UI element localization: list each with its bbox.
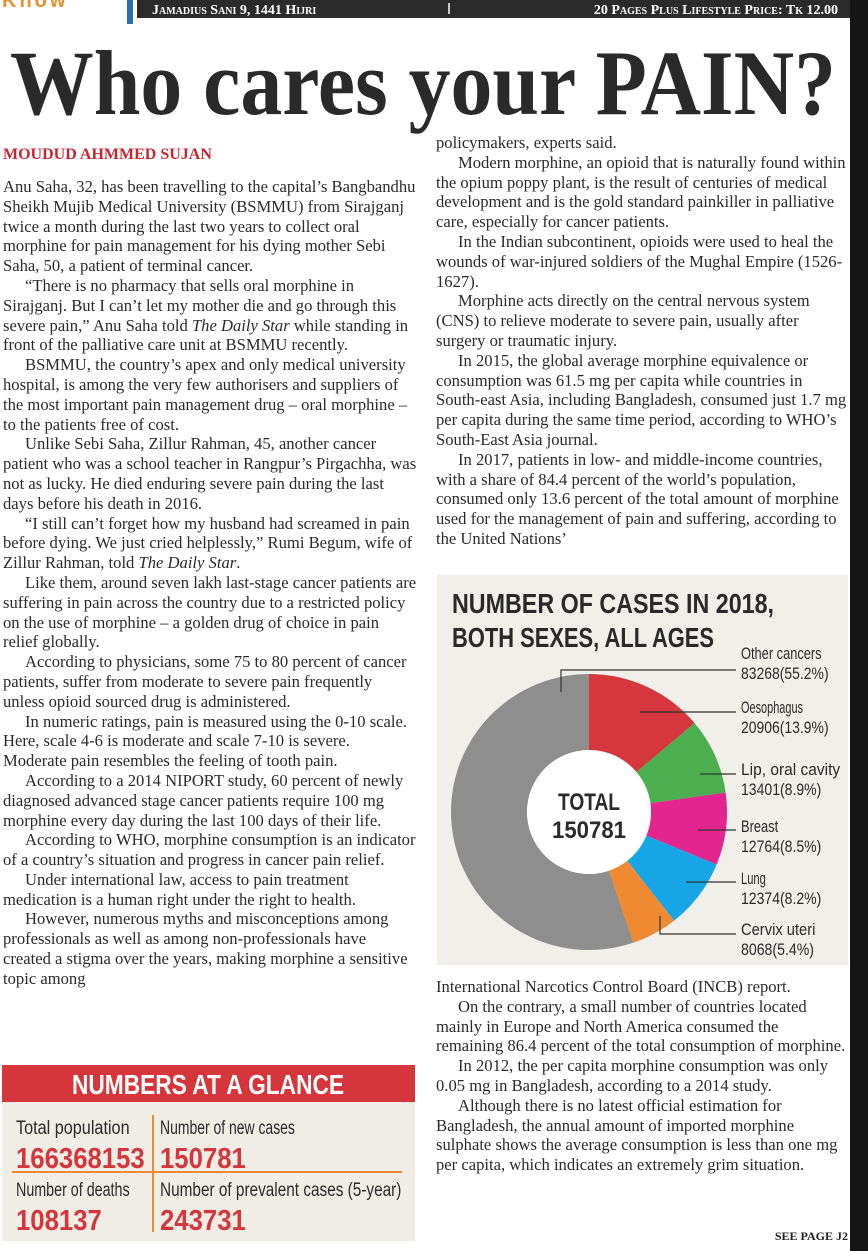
glance-value: 150781 (160, 1143, 246, 1175)
left-column: Anu Saha, 32, has been travelling to the… (3, 177, 417, 989)
text-run: “I still can’t forget how my husband had… (3, 513, 413, 573)
glance-value: 243731 (160, 1205, 246, 1237)
glance-label: Number of new cases (160, 1118, 295, 1139)
value-label: 13401(8.9%) (741, 780, 821, 799)
glance-label: Number of prevalent cases (5-year) (160, 1180, 401, 1201)
edge-strip (850, 0, 868, 1251)
donut-segment (608, 860, 675, 943)
right-column-bottom: International Narcotics Control Board (I… (436, 977, 848, 1175)
legend-label: Cervix uteri (741, 920, 815, 939)
value-label: 20906(13.9%) (741, 718, 829, 737)
glance-box: NUMBERS AT A GLANCE Total population 16636… (16, 1069, 401, 1237)
headline: Who cares your PAIN? (10, 32, 836, 134)
glance-header (2, 1065, 415, 1102)
paragraph: In the Indian subcontinent, opioids were… (436, 231, 843, 291)
paragraph: On the contrary, a small number of count… (436, 996, 846, 1056)
paragraph: According to WHO, morphine consumption i… (3, 830, 416, 870)
donut-segment (636, 723, 726, 804)
value-label: 12374(8.2%) (741, 889, 821, 908)
leader-line (560, 669, 736, 692)
byline: MOUDUD AHMMED SUJAN (3, 146, 212, 163)
legend-label: Oesophagus (741, 698, 803, 717)
donut-segment (646, 792, 727, 865)
legend-label: Breast (741, 817, 778, 836)
value-label: 12764(8.5%) (741, 837, 821, 856)
masthead-bar (137, 0, 850, 18)
center-total: 150781 (552, 817, 626, 844)
italic-run: The Daily Star (191, 315, 290, 335)
paragraph: policymakers, experts said. (436, 133, 617, 152)
glance-value: 166368153 (16, 1143, 145, 1175)
glance-label: Number of deaths (16, 1180, 130, 1201)
see-page: SEE PAGE J2 (775, 1229, 848, 1243)
glance-value: 108137 (16, 1205, 102, 1237)
legend-label: Lip, oral cavity (741, 760, 841, 779)
paragraph: In numeric ratings, pain is measured usi… (3, 711, 408, 771)
glance-title: NUMBERS AT A GLANCE (72, 1069, 344, 1100)
donut-chart: NUMBER OF CASES IN 2018,BOTH SEXES, ALL … (451, 588, 841, 959)
italic-run: The Daily Star (138, 553, 237, 573)
paragraph: Although there is no latest official est… (436, 1095, 838, 1175)
text-run: “There is no pharmacy that sells oral mo… (3, 275, 397, 335)
legend-label: Other cancers (741, 644, 822, 663)
paragraph: “I still can’t forget how my husband had… (3, 514, 417, 573)
paragraph: However, numerous myths and misconceptio… (3, 909, 408, 988)
text-run: . (236, 553, 241, 573)
value-label: 83268(55.2%) (741, 664, 829, 683)
paragraph: In 2015, the global average morphine equ… (436, 350, 847, 449)
paragraph: International Narcotics Control Board (I… (436, 977, 791, 996)
masthead-accent (127, 0, 133, 24)
paragraph: Modern morphine, an opioid that is natur… (436, 152, 846, 232)
paragraph: According to physicians, some 75 to 80 p… (3, 652, 407, 711)
glance-label: Total population (16, 1118, 130, 1139)
right-column-top: policymakers, experts said. Modern morphi… (436, 133, 850, 549)
paragraph: According to a 2014 NIPORT study, 60 per… (3, 770, 404, 830)
paragraph: Like them, around seven lakh last-stage … (3, 572, 417, 652)
section-name: Know (2, 0, 68, 12)
legend-label: Lung (741, 869, 766, 888)
paragraph: Anu Saha, 32, has been travelling to the… (3, 177, 416, 276)
paragraph: Morphine acts directly on the central ne… (436, 291, 810, 350)
chart-title: BOTH SEXES, ALL AGES (452, 622, 714, 653)
paragraph: In 2017, patients in low- and middle-inc… (436, 449, 839, 548)
center-label: TOTAL (558, 789, 620, 816)
paragraph: Under international law, access to pain … (3, 869, 356, 909)
paragraph: BSMMU, the country’s apex and only medic… (3, 355, 408, 434)
donut-segment (589, 674, 695, 773)
paragraph: “There is no pharmacy that sells oral mo… (3, 276, 417, 355)
masthead-price: 20 Pages Plus Lifestyle Price: Tk 12.00 (594, 3, 838, 18)
text-run: while standing in front of the palliativ… (3, 315, 409, 355)
donut-segment (451, 674, 634, 950)
paragraph: In 2012, the per capita morphine consump… (436, 1056, 829, 1095)
donut-segment (627, 835, 717, 921)
chart-title: NUMBER OF CASES IN 2018, (452, 588, 774, 619)
paragraph: Unlike Sebi Saha, Zillur Rahman, 45, ano… (3, 434, 417, 513)
value-label: 8068(5.4%) (741, 940, 814, 959)
donut-hole (527, 750, 651, 874)
leader-line (659, 916, 736, 935)
masthead-date: Jamadius Sani 9, 1441 Hijri (152, 3, 316, 18)
